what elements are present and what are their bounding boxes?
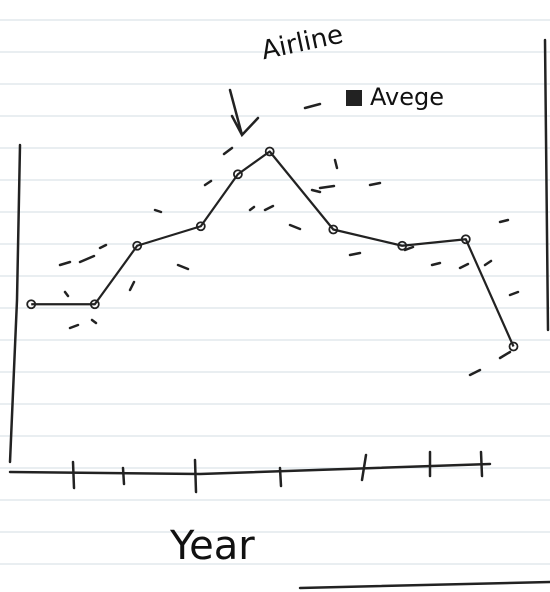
annotation: Airline [259,20,346,67]
legend-marker [346,90,362,106]
point [460,234,471,245]
point [195,221,206,232]
point [508,341,519,352]
scribbles [58,146,520,377]
x-axis [8,462,492,476]
page-edge [543,38,550,332]
point [89,299,100,310]
point [328,224,339,235]
y-axis [8,143,22,464]
legend-label: Avege [370,83,444,111]
annotation-arrow [228,88,260,138]
x-axis-ticks [71,450,484,494]
x-axis-label: Year [169,523,255,569]
point [26,299,37,310]
point [264,146,275,157]
legend-dash [303,102,322,110]
point [232,169,243,180]
page-edge [298,580,550,590]
point [397,240,408,251]
paper-lines [0,19,550,565]
line [31,150,515,347]
point [132,240,143,251]
